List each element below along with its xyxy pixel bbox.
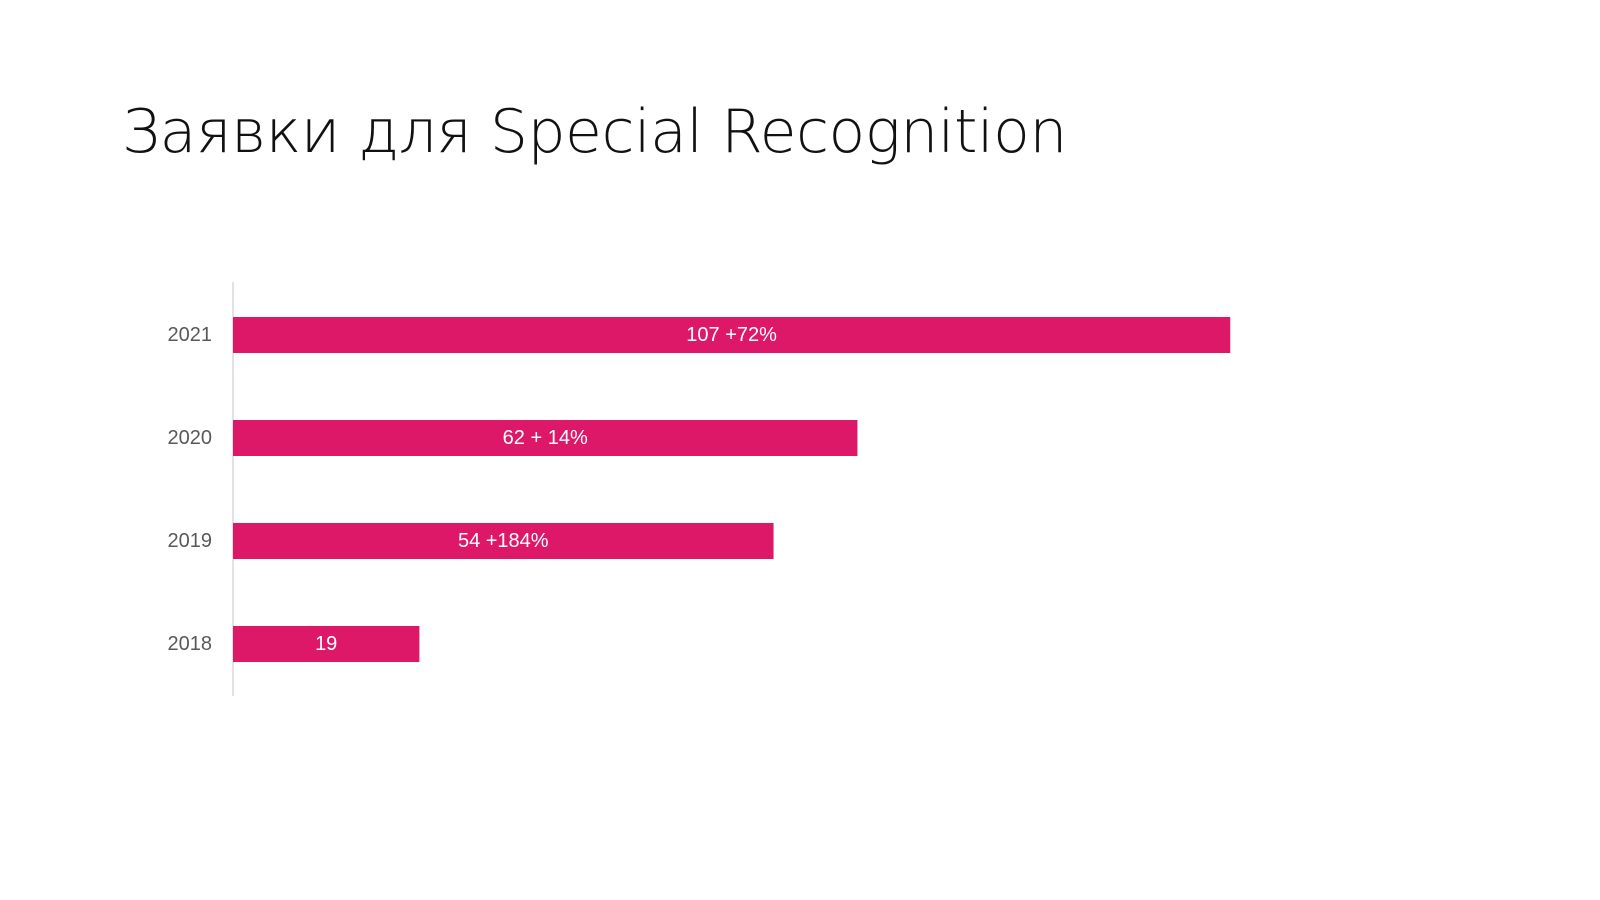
bar-data-label: 62 + 14% xyxy=(503,427,588,449)
category-tick-label: 2019 xyxy=(168,530,213,552)
bar-2019 xyxy=(233,523,774,559)
bar-2021 xyxy=(233,317,1231,353)
slide-title: Заявки для Special Recognition xyxy=(122,97,1067,167)
bar-data-label: 107 +72% xyxy=(686,324,777,346)
category-tick-label: 2021 xyxy=(168,324,213,346)
bar-2020 xyxy=(233,420,858,456)
category-tick-label: 2018 xyxy=(168,633,213,655)
bar-data-label: 54 +184% xyxy=(458,530,549,552)
bar-data-label: 19 xyxy=(315,633,337,655)
bars-layer: 2021 107 +72% 2020 62 + 14% 2019 54 +184% 2018… xyxy=(168,317,1231,662)
category-tick-label: 2020 xyxy=(168,427,213,449)
bar-2018 xyxy=(233,626,420,662)
